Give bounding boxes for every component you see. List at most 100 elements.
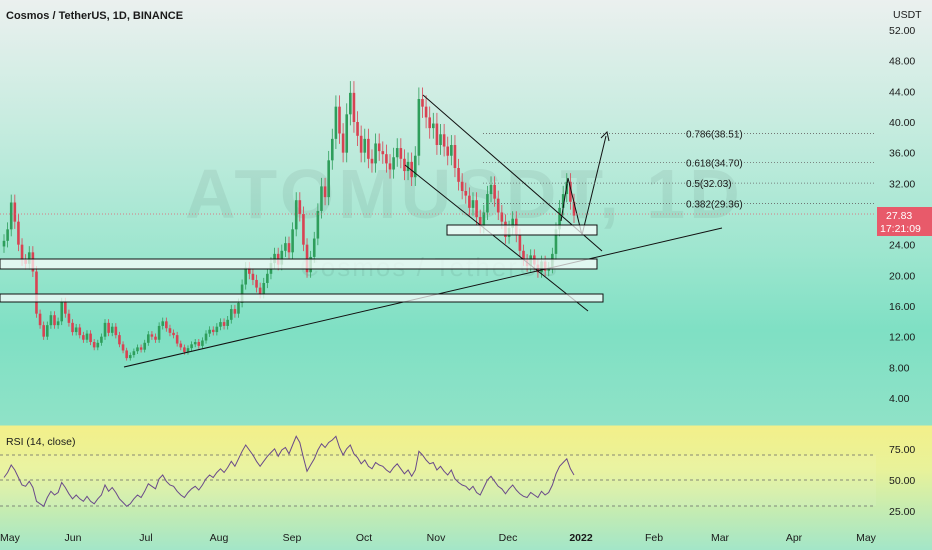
- candle-body: [9, 202, 13, 230]
- breakout-swing[interactable]: [560, 177, 569, 222]
- candle-body: [450, 145, 453, 156]
- candle-body: [330, 138, 334, 161]
- time-tick-label: Mar: [711, 532, 730, 544]
- candle-body: [143, 342, 146, 350]
- candle-body: [352, 92, 356, 122]
- candle-body: [410, 161, 413, 178]
- candle-body: [316, 210, 320, 239]
- last-price-box: [877, 207, 932, 236]
- time-tick-label: Oct: [356, 532, 372, 544]
- candle-body: [432, 123, 435, 129]
- candle-body: [554, 229, 558, 254]
- channel-lower-line[interactable]: [404, 164, 589, 312]
- candle-body: [172, 332, 175, 336]
- candle-body: [255, 279, 258, 288]
- candle-body: [569, 181, 572, 202]
- candle-body: [100, 336, 103, 343]
- time-tick-label: Jul: [139, 532, 152, 544]
- candle-body: [78, 327, 82, 336]
- candle-body: [493, 184, 496, 199]
- candle-body: [338, 106, 341, 134]
- candle-body: [305, 244, 309, 273]
- fib-label: 0.382(29.36): [686, 200, 743, 211]
- price-tick-label: 4.00: [889, 393, 910, 405]
- price-tick-label: 24.00: [889, 240, 915, 252]
- candle-body: [128, 355, 132, 359]
- candle-body: [71, 322, 74, 333]
- time-tick-label: Apr: [786, 532, 803, 544]
- candle-body: [399, 148, 403, 159]
- candle-body: [215, 326, 219, 333]
- candle-body: [258, 287, 262, 294]
- time-axis[interactable]: May Jun Jul Aug Sep Oct Nov Dec 2022 Feb Mar Apr May: [0, 532, 877, 544]
- candle-body: [208, 329, 211, 334]
- time-tick-label: Dec: [499, 532, 518, 544]
- candle-body: [183, 347, 186, 352]
- last-price-marker: 27.83 17:21:09: [0, 207, 932, 236]
- candle-body: [125, 350, 128, 359]
- candle-body: [168, 328, 172, 333]
- candle-body: [20, 244, 24, 260]
- time-tick-label: Aug: [210, 532, 229, 544]
- fib-label: 0.5(32.03): [686, 179, 732, 190]
- time-tick-label: Jun: [65, 532, 82, 544]
- candle-body: [302, 214, 305, 245]
- candle-body: [219, 322, 222, 327]
- price-tick-label: 32.00: [889, 178, 915, 190]
- support-zone-lower[interactable]: [0, 293, 604, 303]
- price-tick-label: 36.00: [889, 148, 915, 160]
- time-tick-label: May: [0, 532, 21, 544]
- candle-body: [374, 143, 377, 164]
- candle-body: [417, 99, 421, 156]
- rsi-line: [3, 435, 575, 508]
- candle-body: [363, 138, 367, 153]
- candle-body: [453, 145, 457, 168]
- projection-path[interactable]: [581, 135, 607, 236]
- candle-body: [460, 181, 464, 191]
- candle-body: [388, 163, 392, 170]
- candle-body: [179, 343, 183, 348]
- candle-body: [6, 229, 9, 241]
- candle-body: [248, 267, 251, 274]
- candle-body: [370, 158, 374, 164]
- rsi-tick-label: 50.00: [889, 475, 915, 487]
- candle-body: [103, 322, 107, 337]
- candle-body: [74, 327, 78, 333]
- price-axis[interactable]: USDT 52.0048.0044.0040.0036.0032.0028.00…: [889, 9, 922, 405]
- candle-body: [287, 243, 291, 253]
- price-tick-label: 44.00: [889, 86, 915, 98]
- candle-body: [482, 212, 486, 227]
- candle-body: [157, 325, 161, 340]
- drawing-tools: [0, 94, 723, 368]
- candle-body: [204, 333, 208, 341]
- candle-body: [85, 333, 89, 340]
- candle-body: [500, 212, 504, 222]
- candle-body: [114, 326, 118, 336]
- price-tick-label: 40.00: [889, 117, 915, 129]
- candle-body: [403, 158, 406, 172]
- fib-label: 0.786(38.51): [686, 129, 743, 140]
- candle-body: [464, 191, 468, 196]
- time-tick-label: Nov: [427, 532, 446, 544]
- candle-body: [291, 229, 294, 253]
- candle-body: [442, 134, 446, 147]
- fib-label: 0.618(34.70): [686, 159, 743, 170]
- candle-body: [139, 347, 143, 350]
- rsi-pane: RSI (14, close): [0, 435, 876, 508]
- candle-body: [165, 321, 168, 329]
- support-zone-upper[interactable]: [0, 258, 598, 270]
- candle-body: [395, 148, 399, 158]
- candle-body: [121, 344, 125, 351]
- symbol-title[interactable]: Cosmos / TetherUS, 1D, BINANCE: [6, 10, 183, 22]
- candle-body: [110, 326, 114, 333]
- candle-body: [190, 344, 193, 349]
- rsi-axis[interactable]: 75.00 50.00 25.00: [889, 444, 915, 518]
- candle-body: [147, 334, 150, 343]
- resistance-zone[interactable]: [446, 224, 598, 236]
- candle-body: [226, 319, 229, 326]
- candle-body: [341, 133, 345, 153]
- candle-body: [518, 235, 522, 251]
- candle-body: [38, 313, 42, 326]
- candle-body: [572, 201, 576, 216]
